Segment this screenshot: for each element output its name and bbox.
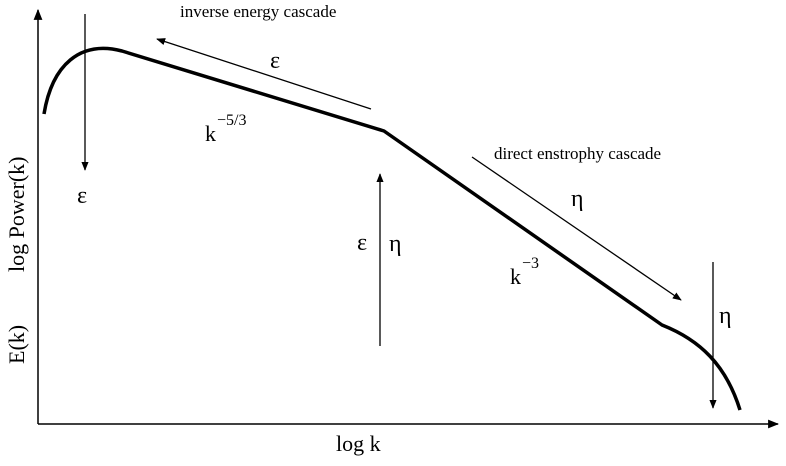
epsilon-label-inverse: ε: [270, 48, 280, 74]
slope-base-inverse: k: [205, 121, 216, 146]
x-axis-label: log k: [336, 431, 381, 456]
slope-label-direct: k−3: [510, 255, 539, 289]
inverse-cascade-arrow: [156, 38, 372, 110]
slope-exponent-direct: −3: [522, 255, 539, 272]
slope-label-inverse: k−5/3: [205, 112, 246, 146]
epsilon-label-forcing: ε: [357, 230, 367, 256]
y-axis-label-upper: log Power(k): [4, 157, 29, 272]
inverse-cascade-label: inverse energy cascade: [180, 2, 336, 21]
direct-cascade-arrow: [471, 156, 682, 301]
y-axis-label-lower: E(k): [4, 325, 29, 364]
epsilon-label-injection: ε: [77, 183, 87, 209]
slope-base-direct: k: [510, 264, 521, 289]
eta-label-dissipation: η: [719, 303, 732, 329]
spectrum-curve: [42, 46, 742, 411]
slope-exponent-inverse: −5/3: [217, 112, 246, 129]
eta-label-forcing: η: [389, 231, 402, 257]
eta-label-direct: η: [571, 186, 584, 212]
direct-cascade-label: direct enstrophy cascade: [494, 144, 661, 163]
